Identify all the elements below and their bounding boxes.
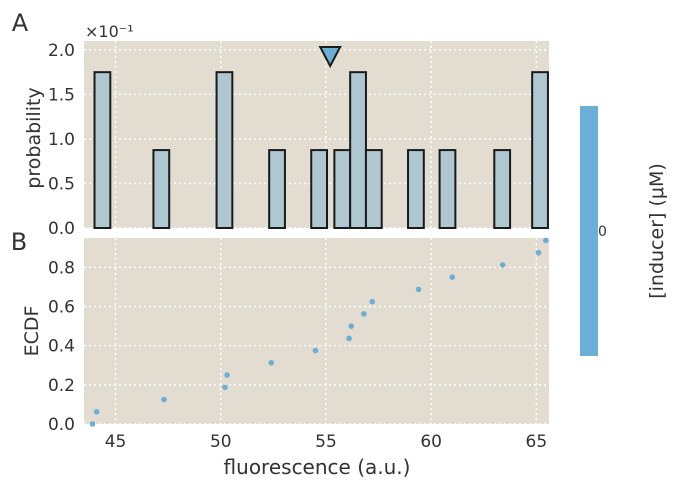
panel-b-y-tick-label: 0.2	[48, 376, 75, 396]
histogram-bar	[364, 149, 383, 229]
histogram-bar	[215, 71, 234, 229]
ecdf-point	[361, 311, 367, 317]
panel-a-y-ticks: 0.0 0.5 1.0 1.5 2.0	[48, 41, 75, 239]
panel-b-grid	[84, 238, 549, 425]
panel-b-y-tick-label: 0.0	[48, 415, 75, 435]
colorbar: 0 [inducer] (μM)	[580, 106, 668, 356]
panel-b-y-axis-label: ECDF	[21, 306, 43, 357]
panel-b-y-tick-label: 0.8	[48, 258, 75, 278]
histogram-bar	[93, 71, 112, 229]
ecdf-point	[268, 360, 275, 366]
panel-b-x-tick-label: 60	[420, 432, 442, 452]
ecdf-point	[535, 249, 542, 256]
histogram-bar	[152, 149, 171, 229]
panel-b-y-tick-label: 0.6	[48, 298, 75, 318]
histogram-bar	[333, 149, 352, 229]
ecdf-point	[222, 384, 228, 391]
panel-b-x-tick-label: 65	[526, 432, 548, 452]
histogram-bars	[93, 71, 549, 229]
panel-b: 0.0 0.2 0.4 0.6 0.8 45 50 55 60 65 B ECDF fluore…	[11, 228, 549, 479]
ecdf-point	[369, 298, 376, 305]
x-axis-label: fluorescence (a.u.)	[224, 455, 411, 479]
panel-a-y-axis-label: probability	[23, 87, 45, 188]
panel-b-background	[84, 238, 549, 424]
histogram-bar	[268, 149, 286, 229]
ecdf-point	[348, 323, 355, 329]
panel-a-y-tick-label: 2.0	[48, 41, 75, 61]
median-triangle-marker	[318, 46, 342, 69]
ecdf-point	[161, 396, 167, 403]
panel-a-y-tick-label: 1.0	[48, 130, 75, 150]
colorbar-tick-label: 0	[598, 224, 607, 240]
ecdf-point	[93, 408, 100, 415]
colorbar-label: [inducer] (μM)	[646, 163, 668, 299]
panel-b-x-tick-label: 45	[105, 432, 127, 452]
histogram-bar	[493, 149, 512, 229]
colorbar-bar	[580, 106, 598, 356]
ecdf-point	[312, 347, 319, 354]
panel-a-y-tick-label: 0.5	[48, 174, 75, 194]
panel-a: 0.0 0.5 1.0 1.5 2.0 A ×10⁻¹ probability	[12, 9, 549, 239]
ecdf-point	[449, 274, 456, 280]
panel-b-x-tick-label: 50	[210, 432, 232, 452]
panel-a-label: A	[12, 9, 29, 37]
ecdf-point	[499, 262, 506, 268]
histogram-bar	[349, 71, 367, 229]
histogram-bar	[531, 71, 549, 229]
panel-a-y-tick-label: 1.5	[48, 85, 75, 105]
histogram-bar	[407, 149, 425, 229]
ecdf-point	[543, 237, 549, 244]
ecdf-points	[89, 237, 549, 427]
panel-a-y-tick-label: 0.0	[48, 219, 75, 239]
histogram-bar	[438, 149, 457, 229]
panel-b-y-ticks: 0.0 0.2 0.4 0.6 0.8	[48, 258, 75, 435]
ecdf-point	[346, 335, 352, 342]
panel-b-label: B	[11, 228, 27, 256]
y-multiplier-label: ×10⁻¹	[85, 22, 134, 41]
ecdf-point	[224, 372, 230, 378]
ecdf-point	[415, 286, 422, 293]
panel-b-y-tick-label: 0.4	[48, 337, 75, 357]
panel-b-x-tick-label: 55	[315, 432, 337, 452]
ecdf-point	[89, 421, 96, 427]
panel-b-x-ticks: 45 50 55 60 65	[105, 432, 547, 452]
histogram-bar	[310, 149, 329, 229]
